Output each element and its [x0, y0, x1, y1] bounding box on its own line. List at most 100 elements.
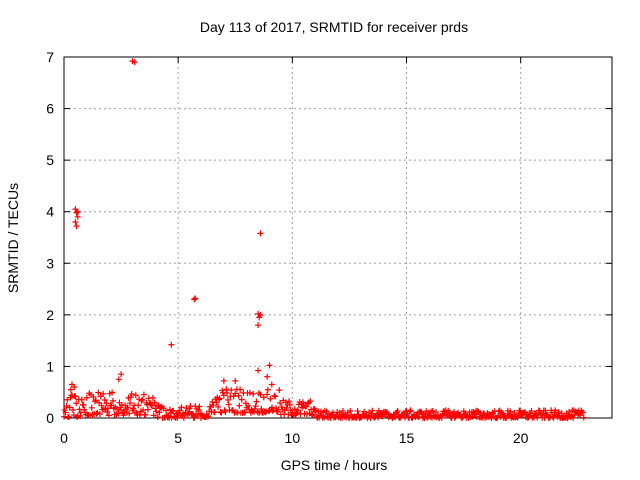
data-point — [190, 414, 197, 421]
data-point — [224, 396, 231, 403]
data-point — [253, 398, 260, 405]
data-point — [128, 390, 135, 397]
data-point — [579, 409, 586, 416]
data-point — [215, 403, 222, 410]
data-point — [255, 367, 262, 374]
data-point — [104, 409, 111, 416]
data-point — [235, 392, 242, 399]
data-point — [268, 381, 275, 388]
data-point — [271, 392, 278, 399]
data-point — [291, 406, 298, 413]
data-point — [142, 411, 149, 418]
x-tick-label: 5 — [174, 430, 182, 446]
data-point — [95, 389, 102, 396]
data-point — [241, 409, 248, 416]
data-point — [258, 405, 265, 412]
x-tick-label: 0 — [60, 430, 68, 446]
y-tick-label: 1 — [46, 358, 54, 374]
data-point — [148, 401, 155, 408]
data-point — [245, 402, 252, 409]
data-point — [278, 404, 285, 411]
data-point — [223, 386, 230, 393]
data-point — [154, 414, 161, 421]
y-tick-label: 7 — [46, 49, 54, 65]
data-point — [285, 411, 292, 418]
y-tick-label: 4 — [46, 204, 54, 220]
data-point — [124, 404, 131, 411]
data-point — [80, 402, 87, 409]
axis-ticks: 0 5 10 15 20 0 1 2 3 4 5 6 7 — [46, 49, 612, 446]
data-point — [286, 401, 293, 408]
data-point — [517, 407, 524, 414]
data-point — [283, 404, 290, 411]
data-point — [78, 396, 85, 403]
data-point — [98, 402, 105, 409]
data-point — [176, 407, 183, 414]
data-point — [191, 296, 198, 303]
data-point — [74, 213, 81, 220]
data-point — [580, 414, 587, 421]
data-point — [433, 409, 440, 416]
data-point — [237, 386, 244, 393]
data-point — [138, 397, 145, 404]
x-axis-label: GPS time / hours — [281, 457, 388, 473]
data-point — [126, 410, 133, 417]
data-point — [257, 391, 264, 398]
y-tick-label: 6 — [46, 101, 54, 117]
data-point — [153, 408, 160, 415]
data-point — [286, 398, 293, 405]
data-point — [438, 414, 445, 421]
data-point — [108, 402, 115, 409]
x-tick-label: 15 — [399, 430, 415, 446]
data-point — [528, 408, 535, 415]
data-point — [73, 209, 80, 216]
data-point — [144, 406, 151, 413]
data-point — [64, 396, 71, 403]
data-point — [115, 410, 122, 417]
data-point — [236, 402, 243, 409]
data-point — [131, 59, 138, 66]
data-point — [205, 413, 212, 420]
data-point — [90, 393, 97, 400]
data-point — [276, 387, 283, 394]
data-point — [74, 413, 81, 420]
data-point — [215, 396, 222, 403]
data-point — [96, 410, 103, 417]
data-point — [220, 392, 227, 399]
data-point — [109, 389, 116, 396]
data-point — [196, 403, 203, 410]
data-point — [406, 408, 413, 415]
data-point — [213, 399, 220, 406]
data-point — [66, 404, 73, 411]
data-point — [115, 376, 122, 383]
data-point — [162, 407, 169, 414]
data-point — [67, 386, 74, 393]
data-point — [216, 395, 223, 402]
data-point — [474, 408, 481, 415]
grid — [64, 57, 612, 418]
data-point — [225, 401, 232, 408]
plot-frame — [63, 56, 613, 419]
data-point — [114, 405, 121, 412]
data-point — [156, 409, 163, 416]
data-point — [308, 412, 315, 419]
data-point — [272, 393, 279, 400]
data-point — [72, 393, 79, 400]
data-point — [542, 407, 549, 414]
data-point — [211, 409, 218, 416]
data-point — [77, 413, 84, 420]
data-point — [303, 403, 310, 410]
data-point — [101, 397, 108, 404]
data-point — [218, 409, 225, 416]
chart-title: Day 113 of 2017, SRMTID for receiver prd… — [200, 19, 468, 35]
data-point — [91, 398, 98, 405]
x-tick-label: 20 — [513, 430, 529, 446]
data-point — [266, 362, 273, 369]
data-point — [393, 409, 400, 416]
x-tick-label: 10 — [285, 430, 301, 446]
data-point — [132, 392, 139, 399]
data-point — [260, 394, 267, 401]
data-point — [264, 391, 271, 398]
data-point — [264, 373, 271, 380]
data-point — [552, 407, 559, 414]
